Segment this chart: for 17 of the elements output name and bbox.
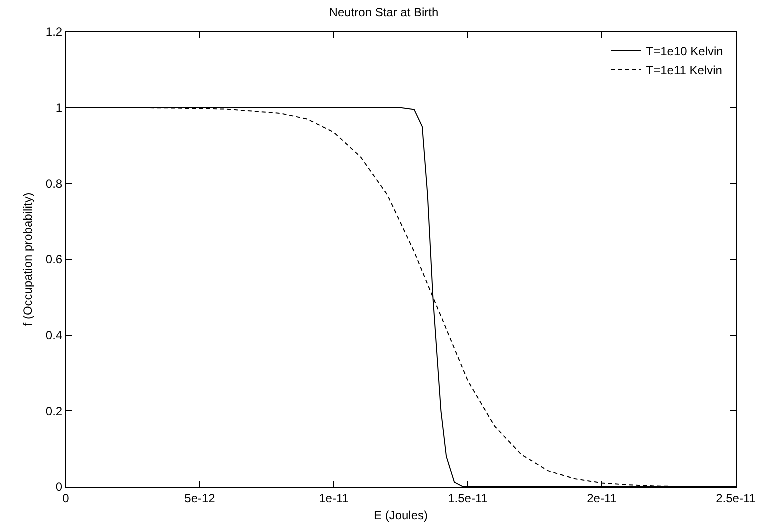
x-tick-label: 1e-11 xyxy=(319,491,350,506)
y-tick-label: 0.8 xyxy=(46,176,63,191)
y-tick-label: 1.2 xyxy=(46,25,63,40)
y-tick-label: 0.2 xyxy=(46,404,63,418)
x-tick-label: 2.5e-11 xyxy=(716,491,756,506)
x-tick-label: 2e-11 xyxy=(587,491,618,506)
y-tick-label: 0 xyxy=(56,480,63,494)
y-axis-title: f (Occupation probability) xyxy=(21,192,36,326)
legend-label: T=1e10 Kelvin xyxy=(646,44,724,59)
y-tick-label: 0.6 xyxy=(46,252,63,267)
chart-title: Neutron Star at Birth xyxy=(329,5,439,20)
y-tick-label: 1 xyxy=(56,101,63,116)
y-tick-label: 0.4 xyxy=(46,328,63,343)
x-tick-label: 5e-12 xyxy=(184,491,216,506)
legend-label: T=1e11 Kelvin xyxy=(646,64,722,78)
x-tick-label: 1.5e-11 xyxy=(448,491,488,506)
x-axis-title: E (Joules) xyxy=(374,508,428,522)
